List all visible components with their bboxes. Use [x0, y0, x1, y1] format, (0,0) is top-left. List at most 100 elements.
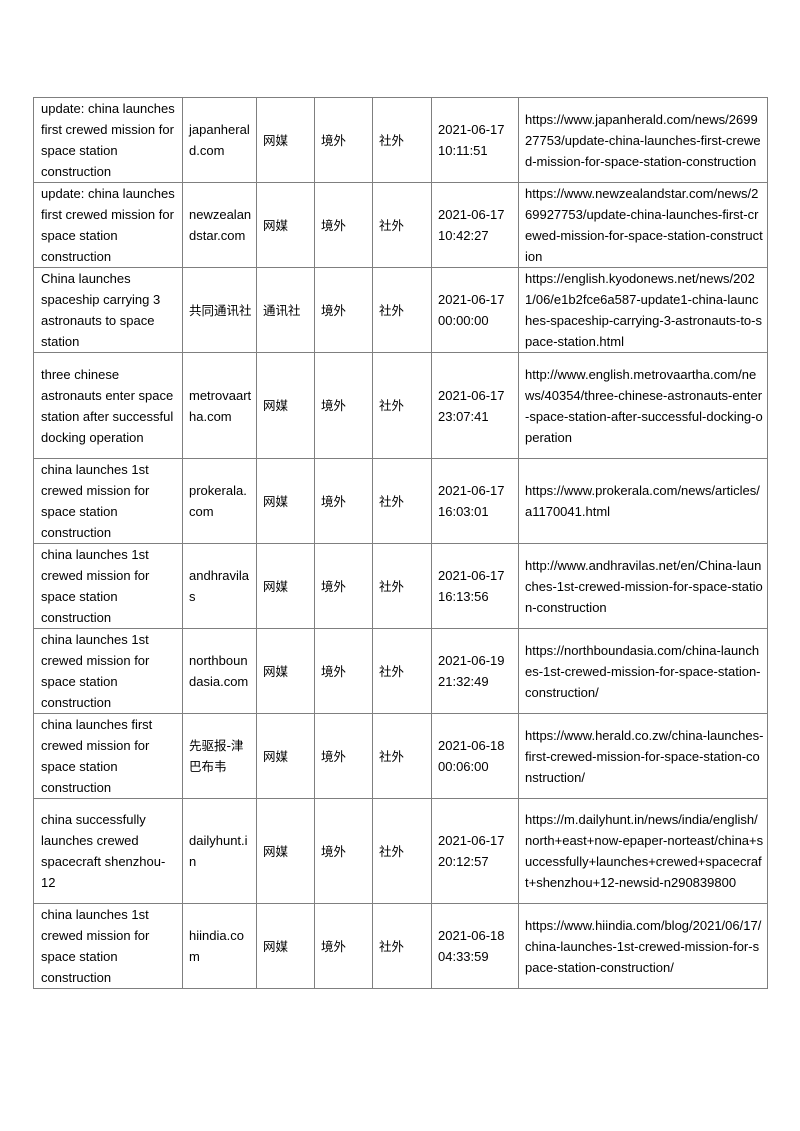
- date-text: 2021-06-18: [438, 738, 505, 753]
- title-cell: china launches 1st crewed mission for sp…: [33, 458, 183, 544]
- type-cell: 网媒: [256, 713, 315, 799]
- table-row: china launches 1st crewed mission for sp…: [33, 903, 768, 989]
- time-text: 20:12:57: [438, 854, 489, 869]
- time-text: 16:03:01: [438, 504, 489, 519]
- time-text: 23:07:41: [438, 408, 489, 424]
- datetime-cell: 2021-06-17 16:13:56: [431, 543, 519, 629]
- date-text: 2021-06-19: [438, 653, 505, 668]
- url-cell: https://www.hiindia.com/blog/2021/06/17/…: [518, 903, 768, 989]
- table-row: china successfully launches crewed space…: [33, 798, 768, 904]
- type-cell: 网媒: [256, 543, 315, 629]
- category-cell: 社外: [372, 267, 432, 353]
- category-cell: 社外: [372, 352, 432, 459]
- table-row: three chinese astronauts enter space sta…: [33, 352, 768, 459]
- table-row: china launches first crewed mission for …: [33, 713, 768, 799]
- date-text: 2021-06-17: [438, 387, 505, 403]
- url-cell: https://m.dailyhunt.in/news/india/englis…: [518, 798, 768, 904]
- url-cell: https://www.prokerala.com/news/articles/…: [518, 458, 768, 544]
- region-cell: 境外: [314, 182, 373, 268]
- date-text: 2021-06-17: [438, 207, 505, 222]
- date-text: 2021-06-17: [438, 568, 505, 583]
- title-cell: China launches spaceship carrying 3 astr…: [33, 267, 183, 353]
- title-cell: china launches 1st crewed mission for sp…: [33, 543, 183, 629]
- category-cell: 社外: [372, 97, 432, 183]
- region-cell: 境外: [314, 267, 373, 353]
- time-text: 21:32:49: [438, 674, 489, 689]
- datetime-cell: 2021-06-17 10:42:27: [431, 182, 519, 268]
- category-cell: 社外: [372, 628, 432, 714]
- category-cell: 社外: [372, 458, 432, 544]
- source-cell: prokerala.com: [182, 458, 257, 544]
- title-cell: china launches 1st crewed mission for sp…: [33, 903, 183, 989]
- type-cell: 网媒: [256, 458, 315, 544]
- source-cell: northboundasia.com: [182, 628, 257, 714]
- region-cell: 境外: [314, 97, 373, 183]
- date-text: 2021-06-17: [438, 292, 505, 307]
- date-text: 2021-06-17: [438, 483, 505, 498]
- url-cell: http://www.andhravilas.net/en/China-laun…: [518, 543, 768, 629]
- url-cell: https://english.kyodonews.net/news/2021/…: [518, 267, 768, 353]
- table-row: china launches 1st crewed mission for sp…: [33, 543, 768, 629]
- region-cell: 境外: [314, 628, 373, 714]
- datetime-cell: 2021-06-17 10:11:51: [431, 97, 519, 183]
- category-cell: 社外: [372, 903, 432, 989]
- date-text: 2021-06-18: [438, 928, 505, 943]
- region-cell: 境外: [314, 903, 373, 989]
- news-table: update: china launches first crewed miss…: [33, 97, 768, 989]
- type-cell: 网媒: [256, 628, 315, 714]
- region-cell: 境外: [314, 352, 373, 459]
- table-row: china launches 1st crewed mission for sp…: [33, 458, 768, 544]
- title-cell: update: china launches first crewed miss…: [33, 182, 183, 268]
- type-cell: 网媒: [256, 182, 315, 268]
- source-cell: 共同通讯社: [182, 267, 257, 353]
- title-cell: three chinese astronauts enter space sta…: [33, 352, 183, 459]
- datetime-cell: 2021-06-17 23:07:41: [431, 352, 519, 459]
- url-cell: https://northboundasia.com/china-launche…: [518, 628, 768, 714]
- title-cell: china launches first crewed mission for …: [33, 713, 183, 799]
- category-cell: 社外: [372, 798, 432, 904]
- datetime-cell: 2021-06-18 00:06:00: [431, 713, 519, 799]
- url-cell: https://www.japanherald.com/news/2699277…: [518, 97, 768, 183]
- time-text: 00:00:00: [438, 313, 489, 328]
- table-row: update: china launches first crewed miss…: [33, 97, 768, 183]
- type-cell: 网媒: [256, 798, 315, 904]
- title-cell: update: china launches first crewed miss…: [33, 97, 183, 183]
- url-cell: https://www.herald.co.zw/china-launches-…: [518, 713, 768, 799]
- url-cell: https://www.newzealandstar.com/news/2699…: [518, 182, 768, 268]
- source-cell: dailyhunt.in: [182, 798, 257, 904]
- datetime-cell: 2021-06-17 16:03:01: [431, 458, 519, 544]
- table-row: china launches 1st crewed mission for sp…: [33, 628, 768, 714]
- table-row: China launches spaceship carrying 3 astr…: [33, 267, 768, 353]
- source-cell: metrovaartha.com: [182, 352, 257, 459]
- time-text: 00:06:00: [438, 759, 489, 774]
- date-text: 2021-06-17: [438, 122, 505, 137]
- url-cell: http://www.english.metrovaartha.com/news…: [518, 352, 768, 459]
- datetime-cell: 2021-06-18 04:33:59: [431, 903, 519, 989]
- datetime-cell: 2021-06-17 00:00:00: [431, 267, 519, 353]
- type-cell: 通讯社: [256, 267, 315, 353]
- type-cell: 网媒: [256, 903, 315, 989]
- time-text: 16:13:56: [438, 589, 489, 604]
- time-text: 04:33:59: [438, 949, 489, 964]
- type-cell: 网媒: [256, 97, 315, 183]
- source-cell: hiindia.com: [182, 903, 257, 989]
- category-cell: 社外: [372, 543, 432, 629]
- source-cell: andhravilas: [182, 543, 257, 629]
- title-cell: china successfully launches crewed space…: [33, 798, 183, 904]
- source-cell: 先驱报-津巴布韦: [182, 713, 257, 799]
- category-cell: 社外: [372, 713, 432, 799]
- type-cell: 网媒: [256, 352, 315, 459]
- region-cell: 境外: [314, 798, 373, 904]
- time-text: 10:11:51: [438, 143, 488, 158]
- time-text: 10:42:27: [438, 228, 489, 243]
- table-row: update: china launches first crewed miss…: [33, 182, 768, 268]
- category-cell: 社外: [372, 182, 432, 268]
- region-cell: 境外: [314, 458, 373, 544]
- datetime-cell: 2021-06-19 21:32:49: [431, 628, 519, 714]
- date-text: 2021-06-17: [438, 833, 505, 848]
- region-cell: 境外: [314, 713, 373, 799]
- title-cell: china launches 1st crewed mission for sp…: [33, 628, 183, 714]
- datetime-cell: 2021-06-17 20:12:57: [431, 798, 519, 904]
- source-cell: japanherald.com: [182, 97, 257, 183]
- region-cell: 境外: [314, 543, 373, 629]
